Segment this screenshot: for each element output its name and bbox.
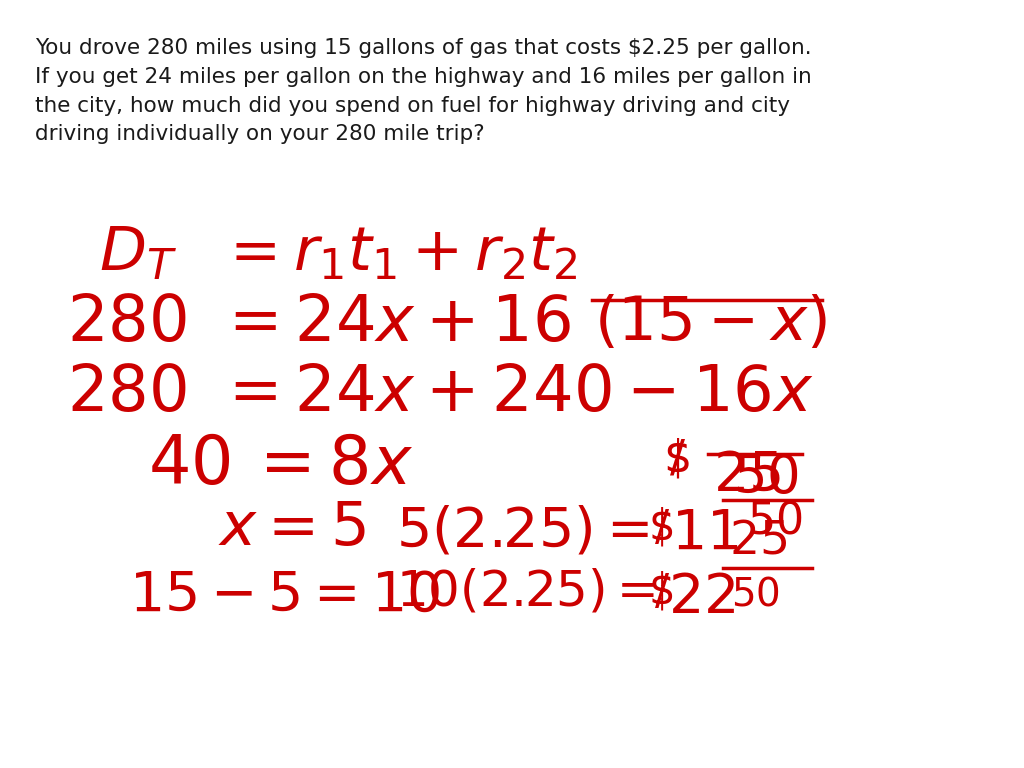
Text: $40$: $40$ bbox=[148, 433, 230, 498]
Text: $= 24x + 16$: $= 24x + 16$ bbox=[216, 293, 571, 355]
Text: You drove 280 miles using 15 gallons of gas that costs $2.25 per gallon.
If you : You drove 280 miles using 15 gallons of … bbox=[35, 38, 811, 144]
Text: $\$\!\!\!/\!\!$: $\$\!\!\!/\!\!$ bbox=[648, 506, 674, 549]
Text: $15-5=10$: $15-5=10$ bbox=[129, 568, 440, 623]
Text: $(15 - x)$: $(15 - x)$ bbox=[594, 293, 827, 353]
Text: $50$: $50$ bbox=[730, 576, 779, 614]
Text: $5(2.25) =$: $5(2.25) =$ bbox=[396, 503, 648, 558]
Text: $10(2.25) =$: $10(2.25) =$ bbox=[396, 568, 655, 617]
Text: $x = 5$: $x = 5$ bbox=[218, 498, 366, 558]
Text: $50$: $50$ bbox=[732, 453, 799, 504]
Text: $25$: $25$ bbox=[729, 518, 786, 564]
Text: $\$\!\!\!/\!\!$: $\$\!\!\!/\!\!$ bbox=[648, 570, 674, 613]
Text: $11$: $11$ bbox=[671, 506, 738, 561]
Text: $\$\!\!\!/\!\!$: $\$\!\!\!/\!\!$ bbox=[664, 436, 690, 480]
Text: $22$: $22$ bbox=[669, 570, 735, 625]
Text: $D_T$: $D_T$ bbox=[99, 223, 177, 283]
Text: $= 24x + 240 - 16x$: $= 24x + 240 - 16x$ bbox=[216, 363, 814, 425]
Text: $280$: $280$ bbox=[68, 363, 187, 425]
Text: $25$: $25$ bbox=[713, 448, 780, 503]
Text: $= r_1t_1 + r_2t_2$: $= r_1t_1 + r_2t_2$ bbox=[218, 223, 578, 283]
Text: $50$: $50$ bbox=[748, 499, 803, 542]
Text: $= 8x$: $= 8x$ bbox=[248, 433, 414, 498]
Text: $280$: $280$ bbox=[68, 293, 187, 355]
